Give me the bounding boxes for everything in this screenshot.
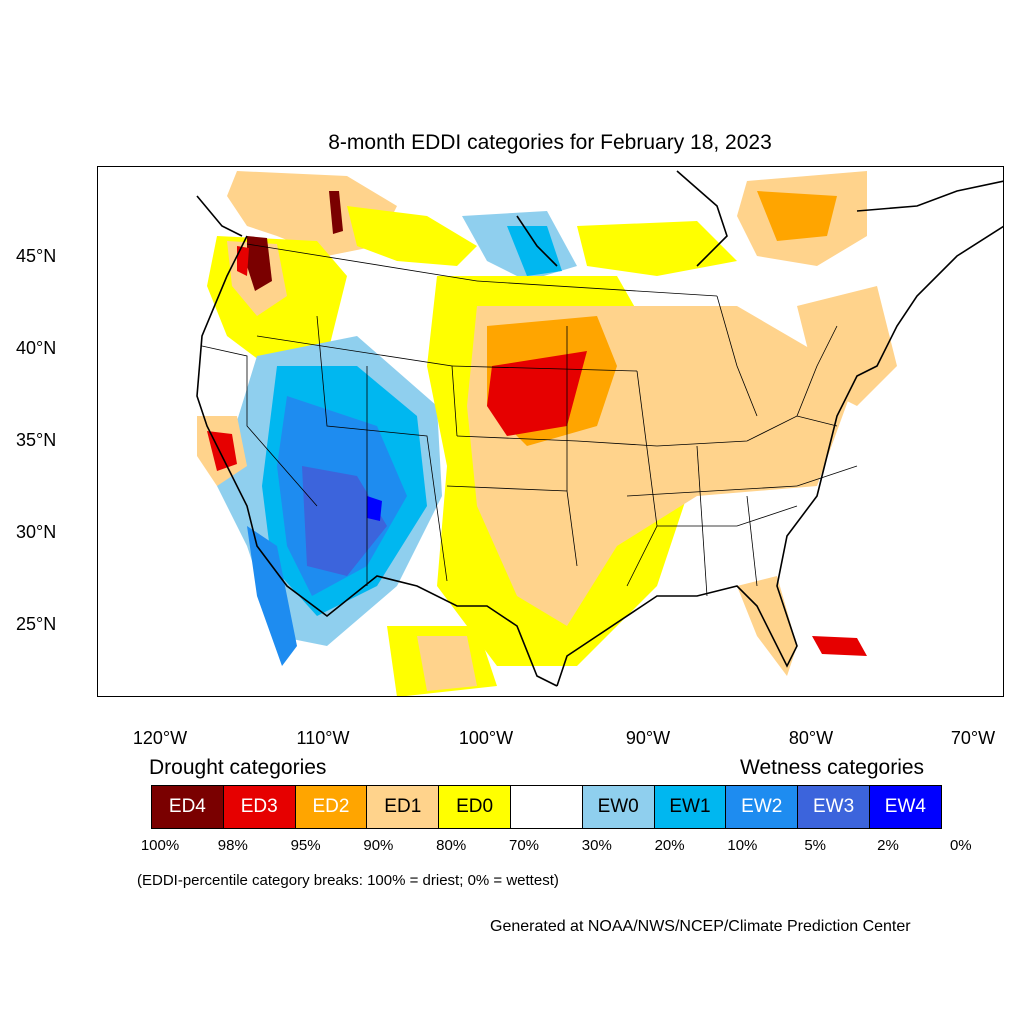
eddi-map [97, 166, 1004, 697]
legend-swatch-ew2: EW2 [725, 785, 799, 829]
lon-label-90: 90°W [625, 728, 671, 748]
percentile-label: 70% [508, 837, 540, 854]
coastline [196, 225, 1004, 687]
percentile-label: 5% [804, 837, 827, 854]
drought-heading: Drought categories [149, 756, 327, 779]
northeast-ed1 [797, 286, 897, 406]
legend-swatch-ed2: ED2 [294, 785, 368, 829]
lat-label-30: 30°N [16, 522, 57, 542]
state-borders [201, 243, 858, 597]
legend-swatch-ew1: EW1 [653, 785, 727, 829]
legend-swatch-neutral [509, 785, 583, 829]
legend-swatch-ed4: ED4 [151, 785, 224, 829]
canada-ontario-ed0 [577, 221, 737, 276]
lat-label-25: 25°N [16, 614, 57, 634]
percentile-label: 30% [581, 837, 612, 854]
legend-swatch-ew0: EW0 [581, 785, 655, 829]
canada-east-ed2-region [757, 191, 837, 241]
lake-superior-wet-core [507, 226, 562, 276]
percentile-label: 80% [436, 837, 467, 854]
legend-swatch-ew4: EW4 [868, 785, 942, 829]
percentile-label: 20% [654, 837, 685, 854]
lon-label-110: 110°W [296, 728, 350, 748]
percentile-label: 0% [949, 837, 972, 854]
legend-swatch-ew3: EW3 [797, 785, 870, 829]
lat-label-40: 40°N [16, 338, 57, 358]
percentile-label: 98% [217, 837, 248, 854]
baja-ew2 [247, 526, 297, 666]
lon-label-80: 80°W [788, 728, 834, 748]
pacific-northwest-ed4 [247, 236, 272, 291]
lon-label-100: 100°W [458, 728, 514, 748]
canada-coast [196, 170, 1004, 267]
canada-west-ed4-strip [329, 191, 343, 234]
lat-label-35: 35°N [16, 430, 57, 450]
southwest-ew3 [302, 466, 387, 576]
wetness-heading: Wetness categories [740, 756, 925, 779]
cuba-ed3 [812, 636, 867, 656]
map-title: 8-month EDDI categories for February 18,… [328, 131, 772, 154]
percentile-label: 2% [877, 837, 899, 854]
lon-label-120: 120°W [132, 728, 188, 748]
mexico-ed1 [417, 636, 477, 691]
credit-line: Generated at NOAA/NWS/NCEP/Climate Predi… [490, 918, 911, 935]
canada-west-ed0-region [347, 206, 477, 266]
percentile-label: 100% [140, 837, 180, 854]
category-legend: ED4 ED3 ED2 ED1 ED0 EW0 EW1 EW2 EW3 EW4 [151, 785, 942, 829]
legend-swatch-ed0: ED0 [438, 785, 511, 829]
pacific-northwest-ed3 [237, 246, 249, 276]
central-ed3 [487, 351, 587, 436]
southwest-ew4-spot [367, 496, 382, 521]
legend-swatch-ed1: ED1 [366, 785, 440, 829]
percentile-label: 90% [363, 837, 394, 854]
category-note: (EDDI-percentile category breaks: 100% =… [137, 872, 559, 889]
percentile-label: 95% [290, 837, 321, 854]
legend-swatch-ed3: ED3 [222, 785, 296, 829]
lon-label-70: 70°W [950, 728, 996, 748]
percentile-label: 10% [727, 837, 758, 854]
lat-label-45: 45°N [16, 246, 57, 266]
